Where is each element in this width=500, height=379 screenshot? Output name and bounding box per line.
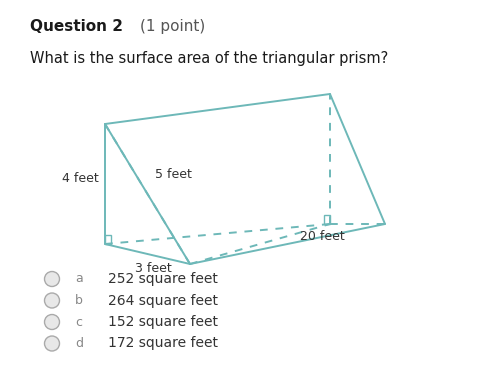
Circle shape	[44, 315, 60, 329]
Text: 152 square feet: 152 square feet	[108, 315, 218, 329]
Text: 4 feet: 4 feet	[62, 172, 99, 185]
Text: a: a	[75, 273, 83, 285]
Circle shape	[44, 271, 60, 287]
Text: 172 square feet: 172 square feet	[108, 337, 218, 351]
Text: b: b	[75, 294, 83, 307]
Text: c: c	[75, 315, 82, 329]
Text: 3 feet: 3 feet	[135, 263, 172, 276]
Text: 252 square feet: 252 square feet	[108, 272, 218, 286]
Text: 20 feet: 20 feet	[300, 230, 345, 243]
Text: 5 feet: 5 feet	[155, 168, 192, 180]
Text: What is the surface area of the triangular prism?: What is the surface area of the triangul…	[30, 51, 388, 66]
Text: 264 square feet: 264 square feet	[108, 293, 218, 307]
Text: (1 point): (1 point)	[140, 19, 205, 34]
Text: d: d	[75, 337, 83, 350]
Text: Question 2: Question 2	[30, 19, 123, 34]
Circle shape	[44, 293, 60, 308]
Circle shape	[44, 336, 60, 351]
